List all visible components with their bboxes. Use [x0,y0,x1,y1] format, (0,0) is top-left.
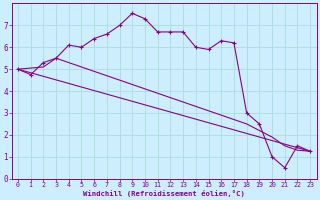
X-axis label: Windchill (Refroidissement éolien,°C): Windchill (Refroidissement éolien,°C) [83,190,245,197]
